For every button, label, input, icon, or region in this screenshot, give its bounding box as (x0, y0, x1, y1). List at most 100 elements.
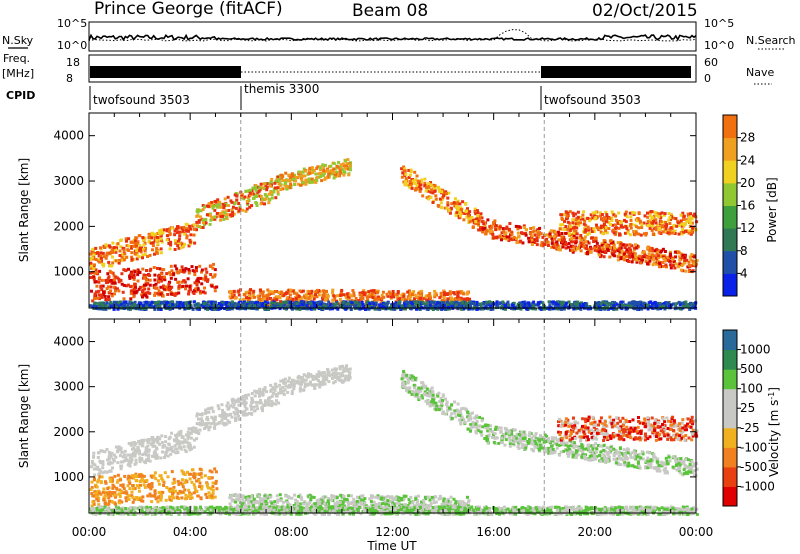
power-cells-cell-4348 (405, 304, 409, 308)
power-cells-cell-3348 (243, 300, 246, 304)
power-cells-cell-736 (456, 199, 460, 203)
power-cells-cell-2092 (187, 292, 191, 296)
power-cells-cell-1481 (550, 241, 554, 245)
power-cells-cell-4043 (100, 301, 103, 305)
power-cells-cell-2224 (168, 271, 171, 275)
power-cells-cell-3588 (258, 301, 261, 305)
power-cells-cell-3842 (481, 307, 485, 311)
power-cells-cell-1704 (672, 224, 676, 228)
power-cells-cell-1531 (662, 257, 666, 261)
power-cells-cell-4509 (555, 307, 559, 311)
power-cells-cell-1723 (577, 223, 581, 227)
power-cells-cell-851 (433, 184, 437, 188)
power-cells-cell-3230 (542, 303, 546, 307)
power-cells-cell-2155 (141, 267, 145, 271)
power-cells-cell-2182 (141, 295, 144, 299)
power-cells-cell-1315 (574, 239, 578, 243)
power-cells-cell-2274 (100, 295, 104, 299)
power-cells-cell-2922 (448, 292, 452, 296)
power-cells-cell-672 (338, 174, 341, 178)
power-cells-cell-1894 (614, 214, 618, 218)
power-cells-cell-626 (294, 176, 298, 179)
power-cells-cell-1463 (631, 255, 635, 259)
power-cells-cell-2664 (277, 291, 281, 294)
power-cells-cell-3437 (332, 302, 336, 306)
power-cells-cell-1619 (591, 216, 595, 220)
power-cells-cell-267 (133, 239, 137, 243)
power-cells-cell-3371 (454, 305, 458, 309)
power-cells-cell-4476 (157, 300, 161, 304)
power-cells-cell-3264 (445, 302, 449, 306)
power-cells-cell-681 (307, 172, 311, 175)
power-cells-cell-1347 (655, 247, 659, 251)
power-cells-cell-491 (239, 196, 243, 200)
power-cells-cell-1725 (619, 223, 623, 227)
vel-cells-cell-274 (180, 435, 184, 439)
power-cells-cell-1141 (531, 240, 535, 244)
power-cells-cell-2205 (137, 270, 141, 274)
vel-cells-cell-67 (184, 433, 188, 437)
power-cells-cell-4282 (576, 300, 580, 304)
power-cells-cell-679 (323, 163, 327, 167)
power-cells-cell-92 (107, 260, 111, 264)
power-cells-cell-1857 (646, 211, 649, 215)
power-cells-cell-4442 (397, 301, 400, 305)
power-cells-cell-1497 (613, 250, 617, 254)
power-cells-cell-797 (419, 180, 423, 184)
power-cells-cell-1676 (633, 211, 637, 215)
power-cells-cell-1656 (680, 224, 684, 228)
power-cells-cell-1923 (618, 232, 622, 236)
power-cells-cell-3818 (523, 300, 527, 304)
power-cells-cell-1120 (551, 245, 555, 249)
vel-cells-cell-95 (101, 449, 105, 453)
power-cells-cell-1828 (612, 228, 615, 232)
power-cells-cell-2166 (129, 270, 133, 274)
power-cells-cell-4159 (475, 305, 479, 309)
power-cells-cell-2165 (129, 297, 133, 301)
power-cells-cell-2163 (170, 269, 174, 273)
power-cells-cell-1833 (685, 219, 689, 223)
vel-cells-cell-29 (170, 445, 174, 449)
power-cells-cell-1729 (623, 212, 627, 216)
power-cells-cell-611 (311, 180, 315, 184)
power-cells-cell-504 (195, 224, 199, 228)
power-cells-cell-658 (294, 179, 298, 183)
power-cells-cell-1761 (573, 229, 577, 233)
power-cells-cell-1440 (520, 231, 524, 235)
power-cells-cell-1257 (682, 256, 686, 260)
power-cells-cell-4479 (520, 302, 524, 306)
power-cells-cell-1519 (502, 229, 506, 233)
power-cells-cell-1429 (619, 242, 623, 246)
power-cells-cell-2570 (306, 296, 310, 300)
power-cells-cell-1116 (673, 266, 677, 270)
power-cells-cell-2121 (101, 284, 105, 288)
power-cells-cell-1111 (501, 235, 505, 238)
power-cells-cell-2082 (140, 293, 144, 297)
power-cells-cell-4472 (313, 307, 317, 311)
power-cells-cell-2175 (200, 282, 204, 286)
power-cells-cell-2737 (458, 290, 462, 294)
power-cells-cell-318 (209, 218, 213, 222)
power-cells-cell-832 (407, 168, 411, 172)
power-cells-cell-1664 (576, 210, 580, 214)
power-cells-cell-1551 (599, 230, 603, 234)
power-cells-cell-1634 (571, 211, 575, 215)
power-cells-cell-4504 (693, 305, 697, 309)
power-cells-cell-3040 (621, 300, 625, 304)
power-cells-cell-485 (248, 191, 252, 195)
vel-cells-cell-105 (179, 446, 183, 450)
power-cells-cell-1218 (537, 229, 540, 233)
power-cells-cell-898 (427, 185, 431, 189)
power-cells-cell-1526 (490, 229, 494, 233)
power-cells-cell-3000 (378, 307, 382, 311)
power-cells-cell-323 (274, 196, 278, 200)
power-cells-cell-3416 (639, 302, 643, 306)
power-cells-cell-3410 (452, 302, 456, 306)
power-cells-cell-1153 (559, 248, 562, 252)
vel-cells-cell-109 (112, 459, 116, 463)
power-cells-cell-1887 (614, 223, 618, 227)
power-cells-cell-2246 (144, 283, 148, 287)
power-cells-cell-4132 (146, 305, 150, 309)
power-cells-cell-806 (433, 187, 437, 190)
nave-lo-tick: 0 (704, 72, 711, 85)
